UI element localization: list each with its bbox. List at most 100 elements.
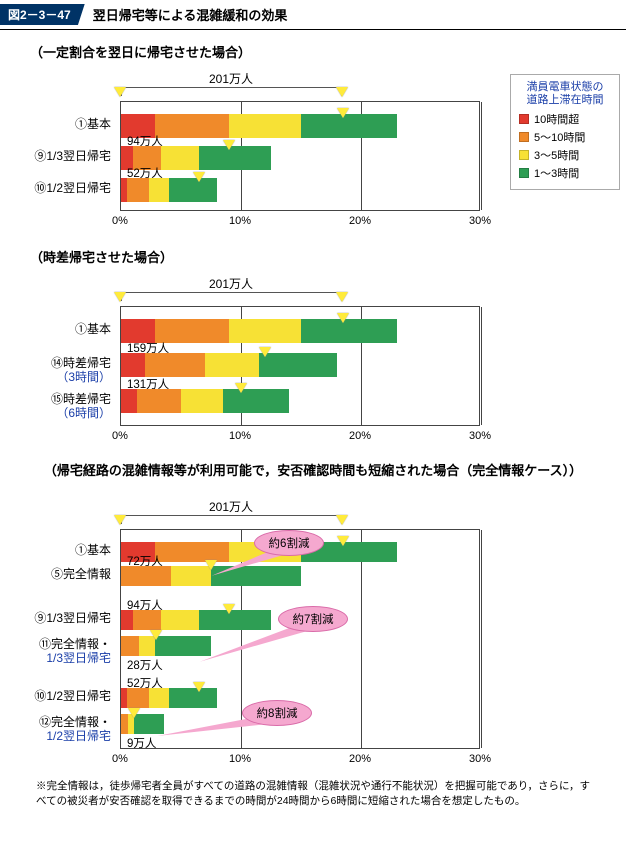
x-tick-label: 30% [469, 753, 491, 765]
triangle-marker-icon [337, 108, 349, 118]
plot-frame: ①基本⑭時差帰宅（3時間）159万人⑮時差帰宅（6時間）131万人 [120, 306, 480, 426]
bar-segment [149, 688, 169, 708]
triangle-marker-icon [193, 682, 205, 692]
row-label: ①基本 [75, 118, 121, 132]
triangle-marker-icon [114, 87, 126, 97]
row-label: ⑤完全情報 [51, 568, 121, 582]
row-label-main: ⑤完全情報 [51, 568, 111, 582]
row-label-main: ①基本 [75, 118, 111, 132]
row-label: ①基本 [75, 544, 121, 558]
total-brace: 201万人 [120, 515, 342, 523]
row-label-main: ①基本 [75, 323, 111, 337]
x-axis: 0%10%20%30% [120, 749, 480, 767]
triangle-marker-icon [114, 292, 126, 302]
triangle-marker-icon [337, 536, 349, 546]
x-tick-label: 20% [349, 753, 371, 765]
bar-segment [121, 636, 139, 656]
row-label-main: ⑮時差帰宅 [51, 393, 111, 407]
chart3-section: 201万人 ①基本⑤完全情報72万人⑨1/3翌日帰宅94万人⑪完全情報・1/3翌日… [0, 483, 626, 773]
bar-segment [155, 114, 229, 138]
x-tick-label: 20% [349, 430, 371, 442]
gridline [361, 530, 362, 748]
figure-header: 図2－3－47 翌日帰宅等による混雑緩和の効果 [0, 0, 626, 30]
bar-segment [121, 566, 171, 586]
x-axis: 0%10%20%30% [120, 211, 480, 229]
total-brace-label: 201万人 [209, 498, 253, 515]
triangle-marker-icon [337, 313, 349, 323]
figure-title: 翌日帰宅等による混雑緩和の効果 [93, 5, 288, 24]
chart2-title: （時差帰宅させた場合） [30, 247, 596, 266]
triangle-marker-icon [336, 292, 348, 302]
reduction-callout: 約8割減 [242, 700, 312, 726]
x-tick-label: 30% [469, 430, 491, 442]
triangle-marker-icon [114, 515, 126, 525]
chart2-section: （時差帰宅させた場合） 201万人①基本⑭時差帰宅（3時間）159万人⑮時差帰宅… [0, 235, 626, 450]
triangle-marker-icon [235, 383, 247, 393]
row-label-main: ⑨1/3翌日帰宅 [34, 150, 111, 164]
bar-segment [121, 610, 133, 630]
plot-frame: ①基本⑨1/3翌日帰宅94万人⑩1/2翌日帰宅52万人 [120, 101, 480, 211]
bar-segment [133, 610, 161, 630]
gridline [481, 307, 482, 425]
bar-segment [127, 688, 149, 708]
row-label-sub: （3時間） [51, 371, 111, 385]
bar-segment [137, 389, 181, 413]
row-label-main: ⑪完全情報・ [39, 638, 111, 652]
bar-segment [181, 389, 223, 413]
row-label-main: ⑨1/3翌日帰宅 [34, 612, 111, 626]
row-label-sub: （6時間） [51, 407, 111, 421]
row-label: ①基本 [75, 323, 121, 337]
row-label-sub: 1/2翌日帰宅 [39, 730, 111, 744]
x-tick-label: 0% [112, 753, 128, 765]
row-label: ⑪完全情報・1/3翌日帰宅 [39, 638, 121, 666]
bar-segment [121, 714, 128, 734]
triangle-marker-icon [128, 708, 140, 718]
triangle-marker-icon [223, 140, 235, 150]
stacked-bar [121, 353, 337, 377]
triangle-marker-icon [336, 515, 348, 525]
bar-segment [229, 319, 301, 343]
row-label-sub: 1/3翌日帰宅 [39, 652, 111, 666]
chart1-title: （一定割合を翌日に帰宅させた場合） [30, 42, 596, 61]
bar-segment [149, 178, 169, 202]
row-label: ⑨1/3翌日帰宅 [34, 150, 121, 164]
row-value-label: 28万人 [127, 657, 163, 673]
row-label-main: ⑩1/2翌日帰宅 [34, 182, 111, 196]
chart1-section: （一定割合を翌日に帰宅させた場合） 201万人 ①基本⑨1/3翌日帰宅94万人⑩1… [0, 30, 626, 235]
chart3-title: （帰宅経路の混雑情報等が利用可能で，安否確認時間も短縮された場合（完全情報ケース… [0, 460, 626, 479]
plot-frame: ①基本⑤完全情報72万人⑨1/3翌日帰宅94万人⑪完全情報・1/3翌日帰宅28万… [120, 529, 480, 749]
x-axis: 0%10%20%30% [120, 426, 480, 444]
stacked-bar [121, 610, 271, 630]
bar-segment [121, 353, 145, 377]
row-label: ⑩1/2翌日帰宅 [34, 182, 121, 196]
row-label: ⑨1/3翌日帰宅 [34, 612, 121, 626]
bar-segment [121, 389, 137, 413]
bar-segment [205, 353, 259, 377]
x-tick-label: 20% [349, 215, 371, 227]
bar-segment [127, 178, 149, 202]
row-label: ⑮時差帰宅（6時間） [51, 393, 121, 421]
reduction-callout: 約7割減 [278, 606, 348, 632]
bar-segment [155, 542, 229, 562]
figure-number-badge: 図2－3－47 [0, 4, 85, 25]
row-label-main: ⑩1/2翌日帰宅 [34, 690, 111, 704]
gridline [481, 530, 482, 748]
row-label-main: ①基本 [75, 544, 111, 558]
stacked-bar [121, 636, 211, 656]
total-brace: 201万人 [120, 87, 342, 95]
triangle-marker-icon [259, 347, 271, 357]
total-brace-label: 201万人 [209, 70, 253, 87]
x-tick-label: 10% [229, 215, 251, 227]
bar-segment [161, 146, 199, 170]
row-label: ⑭時差帰宅（3時間） [51, 357, 121, 385]
triangle-marker-icon [223, 604, 235, 614]
bar-segment [223, 389, 289, 413]
triangle-marker-icon [205, 560, 217, 570]
bar-segment [229, 114, 301, 138]
bar-segment [155, 636, 211, 656]
row-label: ⑫完全情報・1/2翌日帰宅 [39, 716, 121, 744]
stacked-bar [121, 389, 289, 413]
bar-segment [145, 353, 205, 377]
reduction-callout: 約6割減 [254, 530, 324, 556]
row-label-main: ⑫完全情報・ [39, 716, 111, 730]
